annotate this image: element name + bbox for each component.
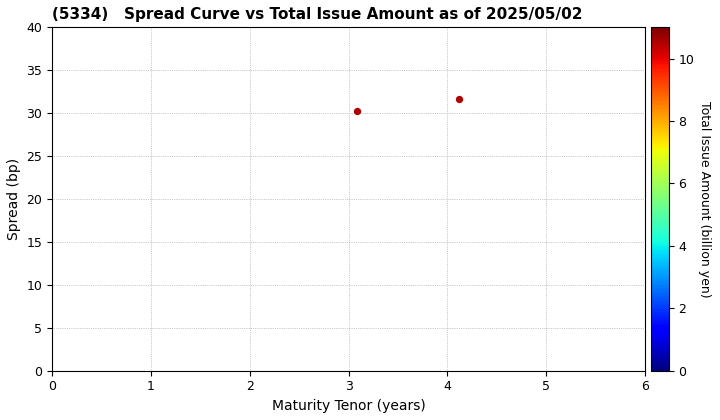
Text: (5334)   Spread Curve vs Total Issue Amount as of 2025/05/02: (5334) Spread Curve vs Total Issue Amoun… — [52, 7, 582, 22]
Y-axis label: Spread (bp): Spread (bp) — [7, 158, 21, 240]
X-axis label: Maturity Tenor (years): Maturity Tenor (years) — [271, 399, 426, 413]
Y-axis label: Total Issue Amount (billion yen): Total Issue Amount (billion yen) — [698, 101, 711, 297]
Point — [351, 107, 362, 114]
Point — [454, 96, 465, 103]
